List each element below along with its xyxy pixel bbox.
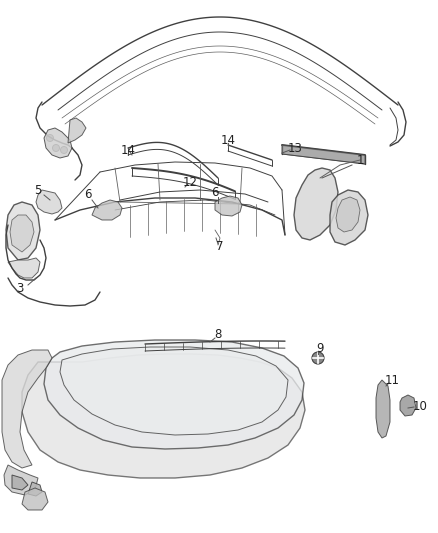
Polygon shape <box>400 395 416 416</box>
Text: 14: 14 <box>220 133 236 147</box>
Polygon shape <box>22 354 305 478</box>
Text: 11: 11 <box>385 374 399 386</box>
Polygon shape <box>44 340 304 449</box>
Polygon shape <box>4 465 38 495</box>
Polygon shape <box>10 215 34 252</box>
Text: 6: 6 <box>211 187 219 199</box>
Text: 9: 9 <box>316 342 324 354</box>
Text: 7: 7 <box>216 240 224 254</box>
Polygon shape <box>60 347 288 435</box>
Text: 10: 10 <box>413 400 427 414</box>
Text: 14: 14 <box>120 143 135 157</box>
Polygon shape <box>336 197 360 232</box>
Circle shape <box>312 352 324 364</box>
Polygon shape <box>6 202 40 260</box>
Polygon shape <box>22 488 48 510</box>
Text: 5: 5 <box>34 183 42 197</box>
Text: 6: 6 <box>84 189 92 201</box>
Polygon shape <box>215 196 242 216</box>
Polygon shape <box>282 145 365 164</box>
Polygon shape <box>330 190 368 245</box>
Polygon shape <box>8 258 40 278</box>
Polygon shape <box>68 118 86 143</box>
Text: 13: 13 <box>288 141 302 155</box>
Circle shape <box>46 134 53 141</box>
Polygon shape <box>2 350 52 468</box>
Text: 1: 1 <box>356 154 364 166</box>
Polygon shape <box>12 475 28 490</box>
Polygon shape <box>294 168 338 240</box>
Polygon shape <box>376 380 390 438</box>
Polygon shape <box>92 200 122 220</box>
Text: 12: 12 <box>183 175 198 189</box>
Polygon shape <box>28 482 42 496</box>
Circle shape <box>53 144 60 151</box>
Text: 8: 8 <box>214 328 222 342</box>
Text: 3: 3 <box>16 281 24 295</box>
Polygon shape <box>36 190 62 214</box>
Circle shape <box>60 147 67 154</box>
Polygon shape <box>44 128 72 158</box>
